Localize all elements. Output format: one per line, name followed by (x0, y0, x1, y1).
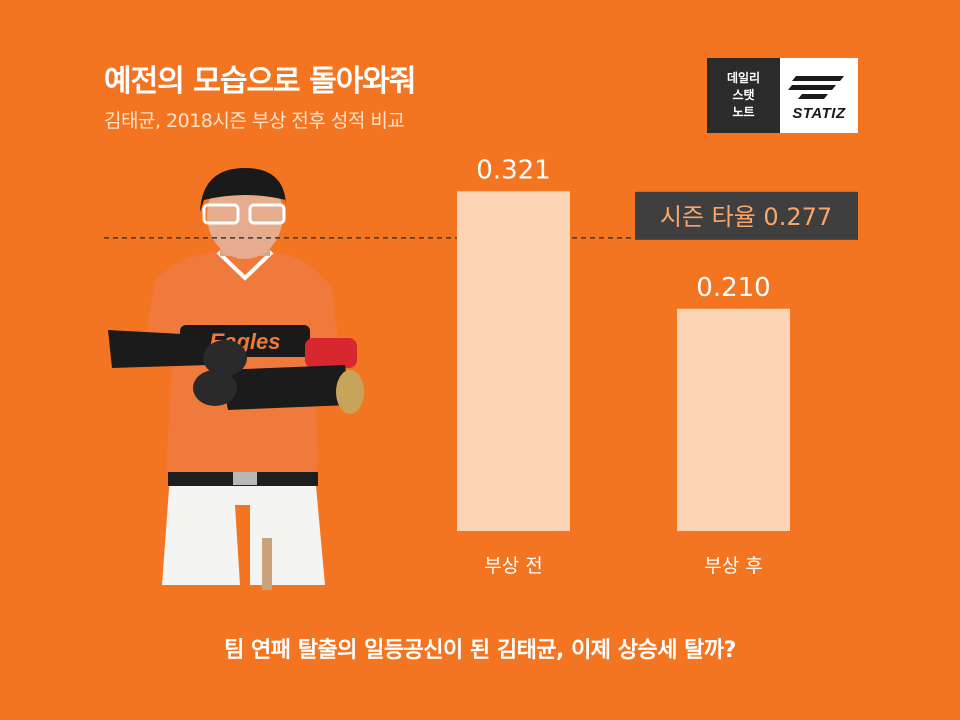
logo-line-1: 데일리 (726, 71, 761, 85)
bar-value-label-2: 0.210 (696, 273, 770, 303)
season-average-label-box (635, 191, 858, 240)
season-average-label: 시즌 타율 0.277 (660, 203, 832, 231)
statiz-notes-logo: 데일리 스탯 노트 (707, 58, 780, 133)
page-title: 예전의 모습으로 돌아와줘 (104, 64, 416, 99)
statiz-stripes-icon (788, 76, 844, 99)
statiz-logo: STATIZ (780, 58, 858, 133)
player-image: Eagles (108, 168, 364, 590)
footer-caption: 팀 연패 탈출의 일등공신이 된 김태균, 이제 상승세 탈까? (224, 638, 736, 663)
category-label-2: 부상 후 (704, 555, 762, 577)
category-label-1: 부상 전 (484, 555, 542, 577)
logo-line-3: 노트 (732, 105, 755, 119)
bar-1 (457, 191, 570, 531)
statiz-wordmark: STATIZ (792, 105, 846, 122)
logo-line-2: 스탯 (732, 88, 755, 102)
bar-2 (677, 308, 790, 531)
bar-value-label-1: 0.321 (476, 155, 550, 185)
page-subtitle: 김태균, 2018시즌 부상 전후 성적 비교 (104, 110, 405, 132)
